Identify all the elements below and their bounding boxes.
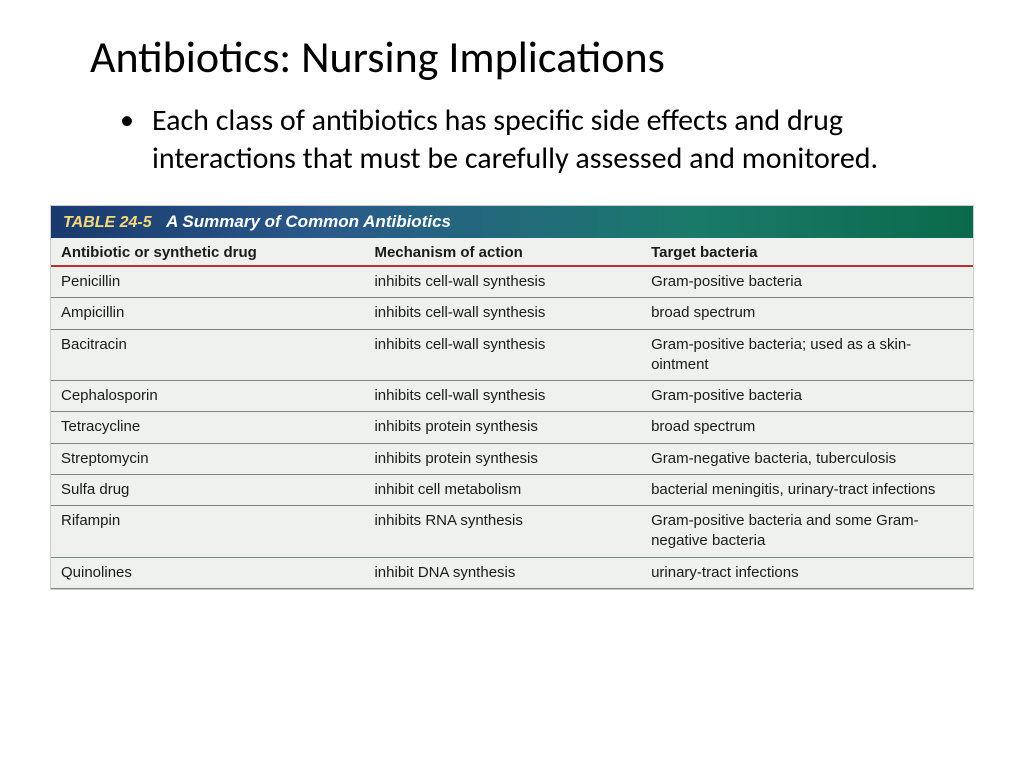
table-cell: Penicillin bbox=[51, 266, 364, 298]
table-cell: inhibits cell-wall synthesis bbox=[364, 329, 641, 381]
table-cell: urinary-tract infections bbox=[641, 557, 973, 588]
table-header-cell: Target bacteria bbox=[641, 238, 973, 266]
table-row: Rifampininhibits RNA synthesisGram-posit… bbox=[51, 506, 973, 558]
table-cell: Tetracycline bbox=[51, 412, 364, 443]
table-row: Quinolinesinhibit DNA synthesisurinary-t… bbox=[51, 557, 973, 588]
table-cell: broad spectrum bbox=[641, 298, 973, 329]
bullet-mark: • bbox=[120, 102, 134, 137]
table-cell: broad spectrum bbox=[641, 412, 973, 443]
table-title-bar: TABLE 24-5 A Summary of Common Antibioti… bbox=[51, 206, 973, 238]
table-cell: inhibit cell metabolism bbox=[364, 474, 641, 505]
table-row: Cephalosporininhibits cell-wall synthesi… bbox=[51, 381, 973, 412]
table-cell: Gram-positive bacteria; used as a skin-o… bbox=[641, 329, 973, 381]
table-caption: A Summary of Common Antibiotics bbox=[166, 212, 451, 231]
antibiotics-table: Antibiotic or synthetic drug Mechanism o… bbox=[51, 238, 973, 589]
table-row: Streptomycininhibits protein synthesisGr… bbox=[51, 443, 973, 474]
table-cell: inhibits protein synthesis bbox=[364, 412, 641, 443]
table-cell: bacterial meningitis, urinary-tract infe… bbox=[641, 474, 973, 505]
bullet-item: • Each class of antibiotics has specific… bbox=[120, 102, 924, 177]
table-cell: inhibits cell-wall synthesis bbox=[364, 381, 641, 412]
table-number: TABLE 24-5 bbox=[63, 214, 152, 231]
antibiotics-table-container: TABLE 24-5 A Summary of Common Antibioti… bbox=[50, 205, 974, 590]
table-cell: inhibits protein synthesis bbox=[364, 443, 641, 474]
table-cell: inhibits RNA synthesis bbox=[364, 506, 641, 558]
table-cell: Cephalosporin bbox=[51, 381, 364, 412]
table-row: Ampicillininhibits cell-wall synthesisbr… bbox=[51, 298, 973, 329]
table-cell: Sulfa drug bbox=[51, 474, 364, 505]
table-cell: inhibits cell-wall synthesis bbox=[364, 298, 641, 329]
table-cell: Gram-positive bacteria bbox=[641, 266, 973, 298]
table-header-cell: Mechanism of action bbox=[364, 238, 641, 266]
slide-title: Antibiotics: Nursing Implications bbox=[60, 30, 964, 84]
bullet-list: • Each class of antibiotics has specific… bbox=[60, 102, 964, 177]
table-header-row: Antibiotic or synthetic drug Mechanism o… bbox=[51, 238, 973, 266]
table-row: Tetracyclineinhibits protein synthesisbr… bbox=[51, 412, 973, 443]
table-row: Sulfa druginhibit cell metabolismbacteri… bbox=[51, 474, 973, 505]
table-cell: Gram-positive bacteria and some Gram-neg… bbox=[641, 506, 973, 558]
table-cell: Streptomycin bbox=[51, 443, 364, 474]
table-cell: Ampicillin bbox=[51, 298, 364, 329]
table-cell: inhibit DNA synthesis bbox=[364, 557, 641, 588]
table-cell: inhibits cell-wall synthesis bbox=[364, 266, 641, 298]
table-row: Bacitracininhibits cell-wall synthesisGr… bbox=[51, 329, 973, 381]
bullet-text: Each class of antibiotics has specific s… bbox=[152, 102, 924, 177]
table-cell: Rifampin bbox=[51, 506, 364, 558]
table-row: Penicillininhibits cell-wall synthesisGr… bbox=[51, 266, 973, 298]
table-cell: Gram-negative bacteria, tuberculosis bbox=[641, 443, 973, 474]
table-header-cell: Antibiotic or synthetic drug bbox=[51, 238, 364, 266]
slide: Antibiotics: Nursing Implications • Each… bbox=[0, 0, 1024, 768]
table-cell: Gram-positive bacteria bbox=[641, 381, 973, 412]
table-body: Penicillininhibits cell-wall synthesisGr… bbox=[51, 266, 973, 588]
table-cell: Bacitracin bbox=[51, 329, 364, 381]
table-cell: Quinolines bbox=[51, 557, 364, 588]
